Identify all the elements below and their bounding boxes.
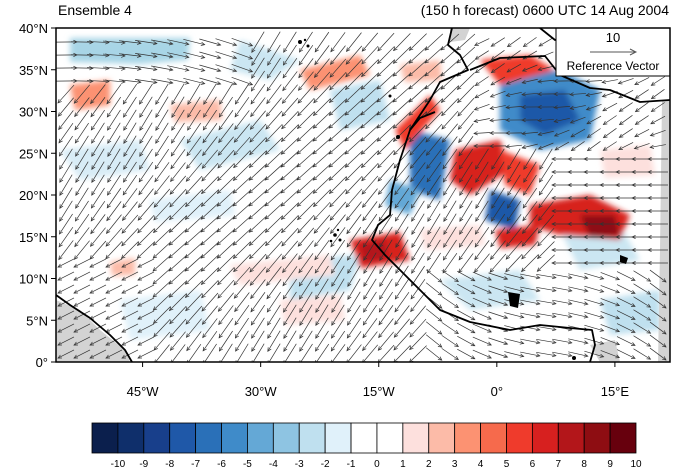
- lon-tick-label: 15°W: [363, 384, 396, 399]
- land-mask: [56, 28, 670, 362]
- colorbar-swatch: [531, 422, 559, 454]
- colorbar-label: -8: [165, 459, 174, 470]
- colorbar-swatch: [506, 422, 533, 454]
- colorbar-label: 8: [581, 459, 587, 470]
- colorbar-swatch: [117, 422, 145, 454]
- colorbar-swatch: [195, 422, 222, 454]
- colorbar-swatch: [454, 422, 481, 454]
- colorbar-swatch: [480, 422, 507, 454]
- colorbar-swatch: [350, 422, 378, 454]
- colorbar-label: 5: [504, 459, 510, 470]
- colorbar-label: -10: [111, 459, 126, 470]
- colorbar-swatch: [169, 422, 197, 454]
- lat-tick-label: 15°N: [19, 230, 48, 245]
- colorbar-label: 1: [400, 459, 406, 470]
- colorbar-swatch: [609, 422, 637, 454]
- colorbar-swatch: [272, 422, 300, 454]
- colorbar-label: 3: [452, 459, 458, 470]
- lon-tick-label: 0°: [491, 384, 503, 399]
- colorbar-label: -9: [139, 459, 148, 470]
- lon-tick-label: 30°W: [245, 384, 278, 399]
- colorbar-swatch: [298, 422, 326, 454]
- colorbar: -10 -9 -8 -7 -6 -5 -4 -3 -2 -1 0 1 2 3 4 5 6 7 8 9 10: [91, 422, 642, 470]
- lon-tick-label: 45°W: [127, 384, 160, 399]
- lat-tick-label: 25°N: [19, 146, 48, 161]
- wind-vectors: [56, 31, 668, 362]
- colorbar-label: -5: [243, 459, 252, 470]
- colorbar-label: -6: [217, 459, 226, 470]
- reference-vector-box: 10 Reference Vector: [555, 28, 670, 77]
- colorbar-label: -4: [269, 459, 278, 470]
- colorbar-swatch: [143, 422, 171, 454]
- lat-tick-label: 0°: [36, 355, 48, 370]
- colorbar-swatch: [428, 422, 456, 454]
- colorbar-swatch: [247, 422, 274, 454]
- colorbar-swatch: [376, 422, 404, 454]
- colorbar-label: -2: [321, 459, 330, 470]
- colorbar-label: 0: [374, 459, 380, 470]
- lat-tick-label: 30°N: [19, 105, 48, 120]
- lat-tick-label: 40°N: [19, 21, 48, 36]
- right-title: (150 h forecast) 0600 UTC 14 Aug 2004: [420, 2, 669, 18]
- islands: [298, 38, 628, 360]
- lat-tick-label: 20°N: [19, 188, 48, 203]
- colorbar-swatch: [91, 422, 119, 454]
- colorbar-label: -3: [295, 459, 304, 470]
- colorbar-swatch: [402, 422, 430, 454]
- colorbar-swatch: [324, 422, 352, 454]
- colorbar-label: 9: [607, 459, 613, 470]
- map-area: 10 Reference Vector: [56, 28, 670, 362]
- colorbar-swatch: [221, 422, 248, 454]
- lat-tick-label: 5°N: [26, 313, 48, 328]
- colorbar-label: -1: [347, 459, 356, 470]
- lon-tick-label: 15°E: [601, 384, 630, 399]
- reference-magnitude: 10: [606, 30, 620, 45]
- colorbar-label: -7: [191, 459, 200, 470]
- colorbar-label: 6: [530, 459, 536, 470]
- latitude-ticks: 0° 5°N 10°N 15°N 20°N 25°N 30°N 35°N 40°N: [19, 21, 56, 370]
- colorbar-label: 7: [556, 459, 562, 470]
- colorbar-swatch: [583, 422, 611, 454]
- colorbar-label: 4: [478, 459, 484, 470]
- longitude-ticks: 45°W 30°W 15°W 0° 15°E: [127, 362, 630, 399]
- lat-tick-label: 35°N: [19, 63, 48, 78]
- left-title: Ensemble 4: [58, 2, 132, 18]
- reference-label: Reference Vector: [567, 59, 660, 73]
- lat-tick-label: 10°N: [19, 272, 48, 287]
- colorbar-swatch: [557, 422, 585, 454]
- colorbar-label: 2: [426, 459, 432, 470]
- colorbar-label: 10: [630, 459, 642, 470]
